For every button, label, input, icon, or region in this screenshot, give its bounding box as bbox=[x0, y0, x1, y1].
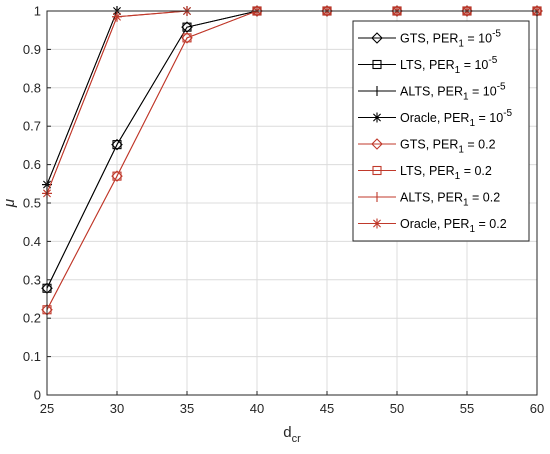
x-axis-label-sub: cr bbox=[292, 433, 302, 445]
legend-label-pre: LTS, PER bbox=[400, 58, 455, 72]
y-tick-label: 0.1 bbox=[23, 349, 41, 364]
x-tick-label: 35 bbox=[180, 401, 194, 416]
legend-label-sub: 1 bbox=[469, 224, 475, 235]
legend-entry: Oracle, PER1 = 10-5 bbox=[358, 108, 513, 129]
y-tick-label: 0.7 bbox=[23, 119, 41, 134]
legend-label: GTS, PER1 = 0.2 bbox=[400, 138, 496, 156]
legend-label-pre: LTS, PER bbox=[400, 164, 455, 178]
legend-label-sub: 1 bbox=[469, 118, 475, 129]
legend-marker bbox=[372, 86, 382, 96]
legend-label-mid: = 0.2 bbox=[469, 191, 501, 205]
legend-label-sup: -5 bbox=[503, 108, 512, 119]
x-tick-label: 40 bbox=[250, 401, 264, 416]
legend-label-mid: = 10 bbox=[475, 111, 503, 125]
legend-label-sup: -5 bbox=[488, 55, 497, 66]
legend-label: Oracle, PER1 = 10-5 bbox=[400, 108, 513, 129]
legend-label-mid: = 0.2 bbox=[460, 164, 492, 178]
data-point bbox=[112, 171, 122, 181]
x-tick-label: 30 bbox=[110, 401, 124, 416]
legend-label-sub: 1 bbox=[458, 39, 464, 50]
data-point bbox=[182, 22, 192, 32]
legend-label: GTS, PER1 = 10-5 bbox=[400, 29, 501, 50]
legend-label-sub: 1 bbox=[455, 65, 461, 76]
y-tick-label: 0 bbox=[34, 388, 41, 403]
legend-label-mid: = 0.2 bbox=[464, 138, 496, 152]
legend-label: LTS, PER1 = 10-5 bbox=[400, 55, 498, 76]
legend-entry: ALTS, PER1 = 0.2 bbox=[358, 191, 500, 209]
legend-label-pre: ALTS, PER bbox=[400, 191, 463, 205]
legend-label-mid: = 10 bbox=[460, 58, 488, 72]
y-tick-label: 0.9 bbox=[23, 42, 41, 57]
y-tick-label: 0.5 bbox=[23, 196, 41, 211]
x-tick-label: 55 bbox=[460, 401, 474, 416]
legend-label-sub: 1 bbox=[463, 92, 469, 103]
legend-label-sub: 1 bbox=[455, 171, 461, 182]
data-point bbox=[111, 170, 123, 182]
x-tick-label: 45 bbox=[320, 401, 334, 416]
x-tick-label: 60 bbox=[530, 401, 544, 416]
y-tick-label: 0.4 bbox=[23, 234, 41, 249]
data-point bbox=[112, 140, 122, 150]
legend-box bbox=[352, 20, 530, 242]
legend-label-pre: ALTS, PER bbox=[400, 85, 463, 99]
legend-label-mid: = 10 bbox=[464, 32, 492, 46]
legend-marker bbox=[371, 32, 383, 44]
legend-label-pre: GTS, PER bbox=[400, 138, 458, 152]
legend-label-mid: = 0.2 bbox=[475, 217, 507, 231]
y-tick-label: 0.3 bbox=[23, 272, 41, 287]
legend-entry: LTS, PER1 = 10-5 bbox=[358, 55, 498, 76]
legend-marker bbox=[372, 112, 382, 123]
legend-marker bbox=[372, 218, 382, 229]
legend-label: ALTS, PER1 = 10-5 bbox=[400, 82, 506, 103]
legend-label: LTS, PER1 = 0.2 bbox=[400, 164, 492, 182]
legend-marker bbox=[372, 59, 382, 70]
legend-label-sub: 1 bbox=[458, 145, 464, 156]
legend-label-pre: Oracle, PER bbox=[400, 217, 469, 231]
legend-label-pre: Oracle, PER bbox=[400, 111, 469, 125]
x-tick-label: 50 bbox=[390, 401, 404, 416]
data-point bbox=[182, 33, 192, 43]
legend-label-sup: -5 bbox=[497, 82, 506, 93]
y-tick-label: 1 bbox=[34, 4, 41, 19]
x-axis-label-main: d bbox=[283, 424, 291, 441]
legend-entry: GTS, PER1 = 0.2 bbox=[358, 138, 496, 156]
legend-marker bbox=[372, 192, 382, 202]
legend-entry: GTS, PER1 = 10-5 bbox=[358, 29, 501, 50]
legend-label-pre: GTS, PER bbox=[400, 32, 458, 46]
y-axis-label: μ bbox=[1, 199, 18, 208]
x-axis-label: dcr bbox=[283, 424, 301, 445]
legend-label: ALTS, PER1 = 0.2 bbox=[400, 191, 500, 209]
x-tick-label: 25 bbox=[40, 401, 54, 416]
legend-label-sup: -5 bbox=[492, 29, 501, 40]
y-tick-label: 0.6 bbox=[23, 157, 41, 172]
legend-marker bbox=[372, 165, 382, 176]
legend-entry: LTS, PER1 = 0.2 bbox=[358, 164, 492, 182]
legend-entry: ALTS, PER1 = 10-5 bbox=[358, 82, 506, 103]
y-tick-label: 0.8 bbox=[23, 80, 41, 95]
y-tick-label: 0.2 bbox=[23, 311, 41, 326]
axis-ticks: 25 30 35 40 45 50 55 60 0 0.1 0.2 0.3 0.4 0.5 0.6 0.7 0.… bbox=[23, 4, 544, 417]
legend-label: Oracle, PER1 = 0.2 bbox=[400, 217, 507, 235]
legend-entry: Oracle, PER1 = 0.2 bbox=[358, 217, 507, 235]
data-point bbox=[112, 11, 122, 22]
legend-marker bbox=[371, 138, 383, 150]
legend-label-sub: 1 bbox=[463, 198, 469, 209]
data-point bbox=[111, 138, 123, 151]
legend-label-mid: = 10 bbox=[469, 85, 497, 99]
